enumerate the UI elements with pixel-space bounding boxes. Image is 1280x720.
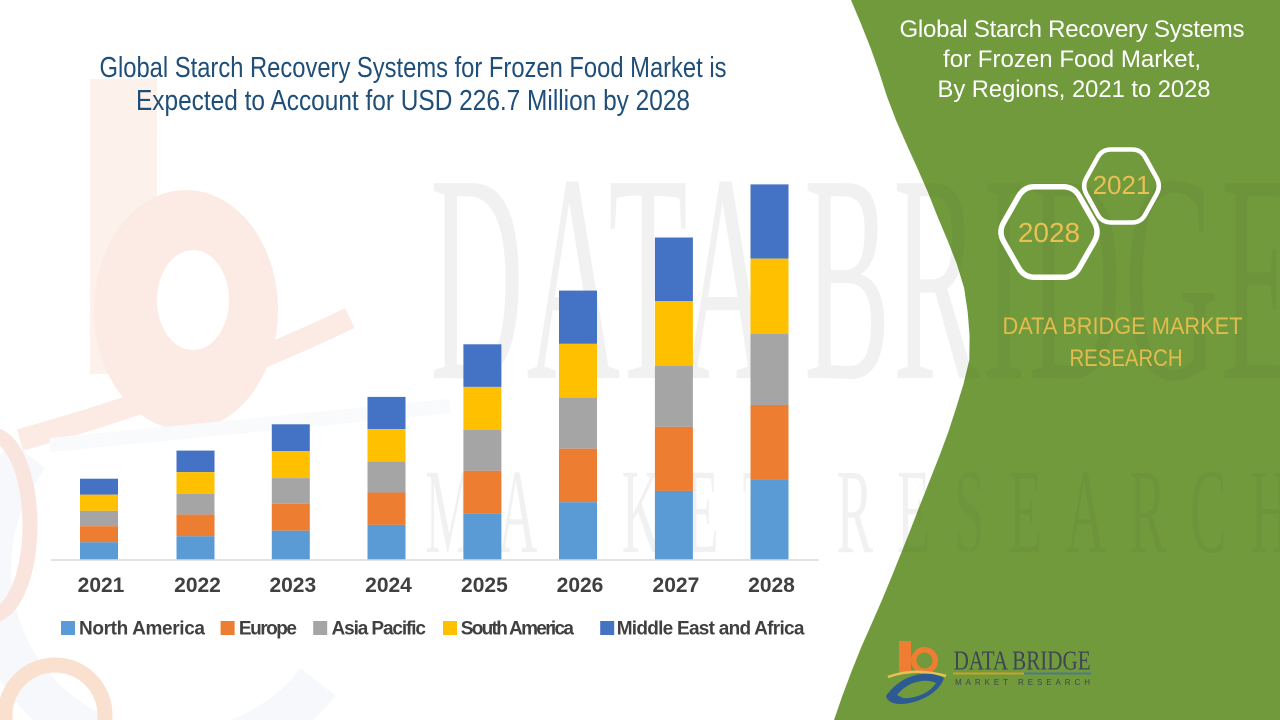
svg-text:Asia Pacific: Asia Pacific: [332, 619, 427, 640]
svg-text:Global Starch Recovery Systems: Global Starch Recovery Systems for Froze…: [100, 52, 727, 84]
svg-text:2026: 2026: [557, 574, 604, 597]
svg-text:Expected to Account for USD 22: Expected to Account for USD 226.7 Millio…: [136, 85, 690, 117]
svg-text:Middle East and Africa: Middle East and Africa: [617, 619, 805, 640]
svg-text:2025: 2025: [461, 574, 508, 597]
svg-text:By Regions, 2021 to 2028: By Regions, 2021 to 2028: [938, 76, 1211, 103]
svg-text:2021: 2021: [78, 574, 125, 597]
svg-text:South America: South America: [461, 619, 575, 640]
svg-text:North America: North America: [79, 619, 205, 640]
svg-text:2023: 2023: [269, 574, 316, 597]
svg-text:2021: 2021: [1093, 170, 1151, 200]
svg-text:for Frozen Food Market,: for Frozen Food Market,: [943, 46, 1201, 73]
svg-text:Europe: Europe: [239, 619, 297, 640]
svg-text:MARKET RESEARCH: MARKET RESEARCH: [955, 678, 1090, 687]
svg-text:2022: 2022: [174, 574, 221, 597]
svg-text:DATA BRIDGE: DATA BRIDGE: [954, 645, 1091, 675]
svg-text:2024: 2024: [365, 574, 412, 597]
svg-text:DATA BRIDGE MARKET: DATA BRIDGE MARKET: [1003, 313, 1243, 340]
svg-text:Global Starch Recovery Systems: Global Starch Recovery Systems: [900, 16, 1245, 43]
svg-text:RESEARCH: RESEARCH: [1070, 345, 1183, 372]
svg-text:2027: 2027: [653, 574, 700, 597]
svg-text:2028: 2028: [748, 574, 795, 597]
svg-text:2028: 2028: [1018, 217, 1080, 248]
